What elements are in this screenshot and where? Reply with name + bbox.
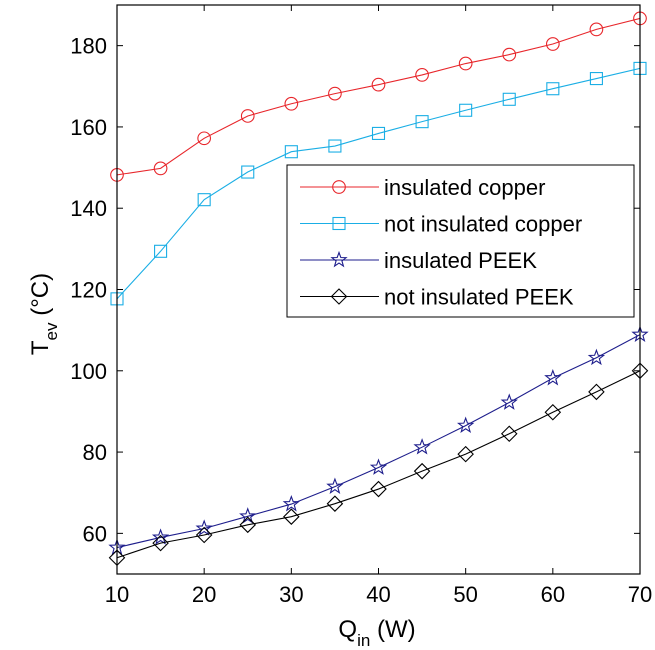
y-tick-label: 120 xyxy=(70,278,107,303)
data-point xyxy=(370,480,387,498)
data-layer xyxy=(108,11,649,567)
y-tick-label: 160 xyxy=(70,115,107,140)
data-point xyxy=(197,131,212,146)
data-point xyxy=(458,56,473,71)
legend-label: insulated PEEK xyxy=(384,248,537,273)
data-point xyxy=(546,82,560,96)
data-point xyxy=(588,383,605,401)
y-tick-label: 60 xyxy=(83,521,107,546)
y-tick-label: 180 xyxy=(70,34,107,59)
data-point xyxy=(195,519,213,536)
y-tick-label: 140 xyxy=(70,196,107,221)
data-point xyxy=(415,68,429,82)
series-line xyxy=(116,334,641,549)
data-point xyxy=(326,477,344,494)
data-point xyxy=(195,526,213,544)
x-tick-label: 50 xyxy=(453,582,477,607)
legend-marker xyxy=(332,180,346,194)
legend: insulated copper not insulated copper insu… xyxy=(286,164,635,318)
axis-ticks: 10 20 30 40 50 60 70 60 80 100 120 140 160 180 xyxy=(70,5,652,607)
x-tick-label: 10 xyxy=(105,582,129,607)
legend-entry: insulated copper xyxy=(300,175,545,200)
data-point xyxy=(239,507,257,524)
series-0 xyxy=(110,11,647,182)
data-point xyxy=(371,77,386,92)
data-point xyxy=(153,161,168,176)
data-point xyxy=(239,516,257,534)
legend-label: insulated copper xyxy=(384,175,545,200)
data-point xyxy=(544,368,562,386)
legend-entry: not insulated copper xyxy=(300,212,582,237)
data-point xyxy=(283,508,300,525)
x-tick-label: 20 xyxy=(192,582,216,607)
x-tick-label: 40 xyxy=(366,582,390,607)
data-point xyxy=(457,416,475,434)
legend-marker xyxy=(330,250,348,268)
data-point xyxy=(284,145,298,159)
data-point xyxy=(457,445,474,463)
data-point xyxy=(328,139,342,153)
data-point xyxy=(587,348,606,366)
data-point xyxy=(413,438,431,455)
legend-entry: not insulated PEEK xyxy=(300,285,574,310)
data-point xyxy=(284,96,299,111)
data-point xyxy=(282,494,300,512)
series-1 xyxy=(110,61,647,306)
data-point xyxy=(502,92,516,106)
series-2 xyxy=(108,325,649,555)
data-point xyxy=(197,193,211,207)
x-tick-label: 60 xyxy=(541,582,565,607)
legend-marker xyxy=(332,216,346,231)
data-point xyxy=(328,86,342,101)
legend-label: not insulated PEEK xyxy=(384,285,574,310)
y-axis-label: Tev (°C) xyxy=(27,273,61,355)
legend-label: not insulated copper xyxy=(384,212,582,237)
data-point xyxy=(545,37,560,51)
data-point xyxy=(589,22,604,37)
data-point xyxy=(502,47,517,62)
legend-marker xyxy=(330,288,348,305)
data-point xyxy=(240,109,255,123)
series-line xyxy=(116,17,641,176)
data-point xyxy=(500,393,518,410)
x-tick-label: 30 xyxy=(279,582,303,607)
data-point xyxy=(371,126,386,140)
data-point xyxy=(154,244,168,258)
y-tick-label: 80 xyxy=(83,440,107,465)
data-point xyxy=(459,103,473,117)
x-tick-label: 70 xyxy=(628,582,652,607)
data-point xyxy=(152,534,169,552)
data-point xyxy=(415,115,429,129)
data-point xyxy=(151,528,170,545)
data-point xyxy=(241,165,255,179)
data-point xyxy=(500,425,518,443)
data-point xyxy=(369,458,388,475)
legend-entry: insulated PEEK xyxy=(300,248,537,273)
data-point xyxy=(326,495,344,512)
series-line xyxy=(116,370,641,559)
x-axis-label: Qin (W) xyxy=(338,616,415,650)
series-line xyxy=(116,67,641,300)
data-point xyxy=(413,462,431,480)
data-point xyxy=(589,72,603,86)
y-tick-label: 100 xyxy=(70,359,107,384)
data-point xyxy=(544,403,562,421)
series-3 xyxy=(108,362,649,567)
